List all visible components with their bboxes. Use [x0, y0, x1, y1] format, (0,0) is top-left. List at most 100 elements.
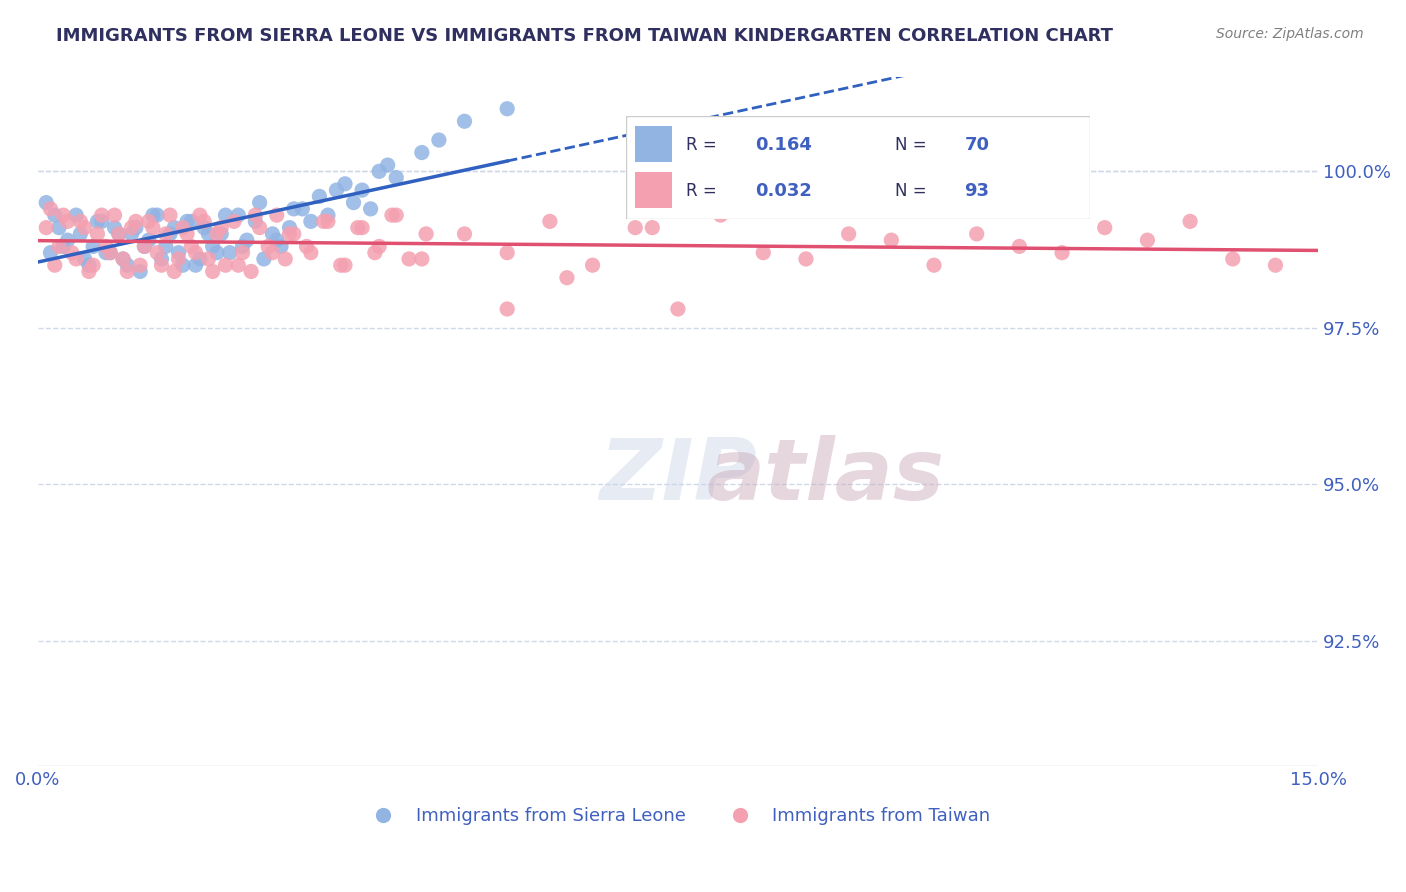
Point — [129, 264, 152, 278]
Point — [453, 114, 475, 128]
Point — [188, 208, 211, 222]
Point — [172, 258, 194, 272]
Point — [381, 208, 404, 222]
Point — [107, 227, 129, 241]
Point — [262, 227, 284, 241]
Text: 93: 93 — [965, 182, 990, 200]
Point — [112, 252, 135, 266]
Point — [262, 245, 284, 260]
Point — [266, 233, 288, 247]
Text: N =: N = — [894, 136, 932, 153]
Point — [236, 233, 259, 247]
Point — [496, 245, 519, 260]
Text: IMMIGRANTS FROM SIERRA LEONE VS IMMIGRANTS FROM TAIWAN KINDERGARTEN CORRELATION : IMMIGRANTS FROM SIERRA LEONE VS IMMIGRAN… — [56, 27, 1114, 45]
Point — [342, 195, 364, 210]
Point — [142, 208, 165, 222]
Point — [180, 214, 202, 228]
Point — [201, 264, 224, 278]
Point — [155, 227, 177, 241]
Point — [69, 214, 91, 228]
Point — [48, 239, 70, 253]
Point — [427, 133, 450, 147]
Point — [142, 220, 165, 235]
Point — [94, 239, 117, 253]
FancyBboxPatch shape — [636, 127, 672, 162]
Point — [538, 214, 561, 228]
Point — [226, 258, 249, 272]
Point — [496, 102, 519, 116]
Point — [385, 208, 408, 222]
Point — [226, 208, 249, 222]
Point — [352, 183, 374, 197]
Point — [69, 227, 91, 241]
Point — [377, 158, 399, 172]
Point — [257, 239, 280, 253]
Point — [253, 252, 276, 266]
Point — [188, 252, 211, 266]
Point — [1222, 252, 1244, 266]
Point — [39, 202, 62, 216]
Point — [299, 214, 322, 228]
Point — [167, 245, 190, 260]
Point — [1050, 245, 1073, 260]
Point — [35, 195, 58, 210]
Point — [209, 220, 232, 235]
Text: 0.164: 0.164 — [755, 136, 813, 153]
Point — [278, 227, 301, 241]
Point — [193, 220, 215, 235]
Point — [368, 239, 391, 253]
Point — [134, 239, 156, 253]
Point — [1264, 258, 1286, 272]
Point — [73, 252, 96, 266]
Point — [205, 227, 228, 241]
Point — [121, 227, 143, 241]
Point — [90, 214, 112, 228]
Point — [398, 252, 420, 266]
Point — [77, 258, 100, 272]
Point — [134, 239, 156, 253]
Point — [39, 245, 62, 260]
Point — [197, 227, 219, 241]
Point — [103, 208, 125, 222]
Point — [232, 245, 254, 260]
Point — [82, 239, 104, 253]
Point — [624, 220, 647, 235]
Point — [1136, 233, 1159, 247]
Point — [240, 264, 263, 278]
Point — [232, 239, 254, 253]
Point — [60, 245, 83, 260]
Point — [415, 227, 437, 241]
Point — [125, 220, 148, 235]
Point — [352, 220, 374, 235]
Point — [86, 214, 108, 228]
Point — [98, 245, 121, 260]
Point — [167, 252, 190, 266]
Point — [180, 239, 202, 253]
Point — [364, 245, 387, 260]
Point — [209, 227, 232, 241]
Point — [325, 183, 347, 197]
Point — [121, 220, 143, 235]
Point — [163, 220, 186, 235]
Point — [966, 227, 988, 241]
Point — [222, 214, 245, 228]
Point — [270, 239, 292, 253]
Point — [77, 264, 100, 278]
Text: atlas: atlas — [706, 435, 945, 518]
Point — [794, 252, 817, 266]
FancyBboxPatch shape — [636, 172, 672, 208]
Point — [86, 227, 108, 241]
Point — [44, 258, 66, 272]
Point — [368, 164, 391, 178]
Point — [1094, 220, 1116, 235]
Point — [838, 227, 860, 241]
Point — [82, 258, 104, 272]
Point — [184, 258, 207, 272]
Point — [125, 214, 148, 228]
Text: 0.032: 0.032 — [755, 182, 813, 200]
Point — [922, 258, 945, 272]
Point — [295, 239, 318, 253]
Point — [150, 252, 173, 266]
Point — [205, 245, 228, 260]
Point — [176, 227, 198, 241]
